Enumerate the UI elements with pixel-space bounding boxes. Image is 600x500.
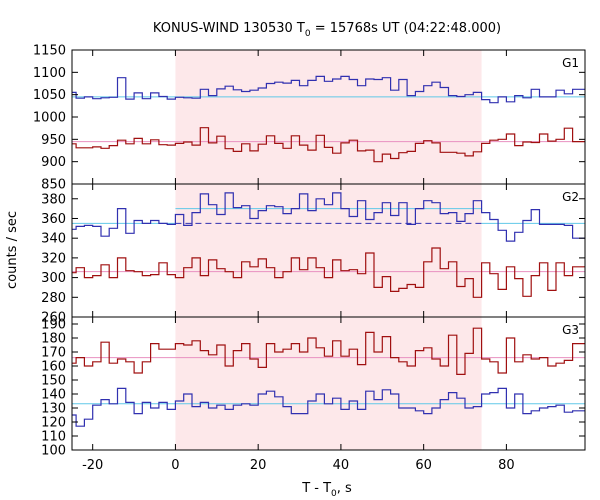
panel-g2: 260 280 300 320 340 360 380 G2 <box>41 183 586 326</box>
x-axis-label: T - T0, s <box>301 481 352 499</box>
x-tick-label: 80 <box>498 458 515 473</box>
y-tick-label: 360 <box>41 212 66 227</box>
y-tick-label: 190 <box>41 318 66 333</box>
y-tick-label: 100 <box>41 444 66 459</box>
y-tick-label: 300 <box>41 271 66 286</box>
x-tick-label: 20 <box>250 458 267 473</box>
highlight-interval <box>175 184 482 317</box>
y-tick-label: 280 <box>41 291 66 306</box>
x-tick-label: -20 <box>82 458 103 473</box>
y-tick-label: 180 <box>41 332 66 347</box>
y-tick-label: 320 <box>41 251 66 266</box>
x-tick-label: 60 <box>415 458 432 473</box>
series-g2-2 <box>72 247 585 298</box>
panel-label-g3: G3 <box>562 323 579 337</box>
y-tick-label: 1050 <box>33 88 66 103</box>
highlight-interval <box>175 317 482 450</box>
x-tick-label: 0 <box>171 458 179 473</box>
y-tick-label: 950 <box>41 133 66 148</box>
y-tick-label: 120 <box>41 416 66 431</box>
y-tick-label: 110 <box>41 430 66 445</box>
y-tick-label: 900 <box>41 155 66 170</box>
panels: 8509009501000105011001150G12602803003203… <box>33 44 586 473</box>
y-tick-label: 140 <box>41 388 66 403</box>
series-g1-2 <box>72 127 585 163</box>
y-tick-label: 850 <box>41 178 66 193</box>
y-tick-label: 260 <box>41 311 66 326</box>
series-g1-1 <box>72 75 585 104</box>
y-tick-label: 1000 <box>33 111 66 126</box>
y-tick-label: 160 <box>41 360 66 375</box>
chart-title: KONUS-WIND 130530 T0 = 15768s UT (04:22:… <box>153 21 501 39</box>
series-g3-1 <box>72 327 585 375</box>
y-tick-label: 380 <box>41 192 66 207</box>
panel-g1: 850 900 950 1000 1050 1100 1150 G1 <box>33 44 586 193</box>
series-g3-2 <box>72 387 585 427</box>
panel-label-g1: G1 <box>562 56 579 70</box>
y-tick-label: 150 <box>41 374 66 389</box>
panel-label-g2: G2 <box>562 190 579 204</box>
y-tick-label: 130 <box>41 402 66 417</box>
panel-frame <box>71 316 586 451</box>
x-tick-label: 40 <box>333 458 350 473</box>
y-tick-label: 1150 <box>33 44 66 59</box>
highlight-interval <box>175 50 482 184</box>
y-tick-label: 170 <box>41 346 66 361</box>
y-tick-label: 1100 <box>33 66 66 81</box>
y-tick-label: 340 <box>41 232 66 247</box>
series-g2-1 <box>72 192 585 242</box>
y-axis-label: counts / sec <box>5 211 20 289</box>
